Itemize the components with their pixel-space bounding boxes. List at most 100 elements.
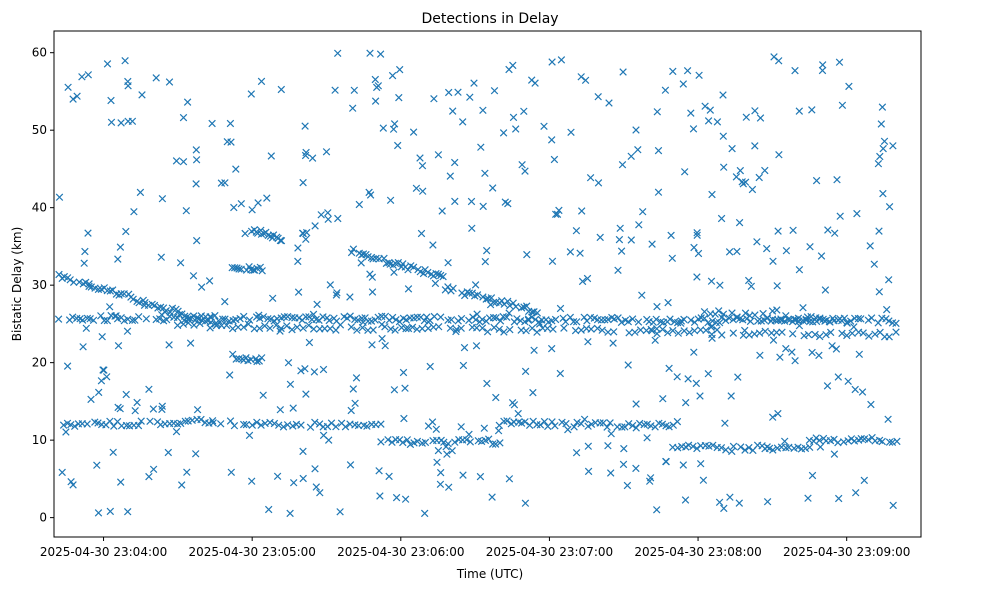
data-point-779 xyxy=(444,483,453,491)
data-point-344 xyxy=(413,437,422,446)
data-point-963 xyxy=(818,61,827,69)
data-point-938 xyxy=(509,113,518,122)
data-point-993 xyxy=(768,413,777,421)
data-point-841 xyxy=(122,227,130,236)
data-point-42 xyxy=(186,314,194,323)
data-point-883 xyxy=(708,190,716,199)
data-point-1019 xyxy=(182,206,191,215)
data-point-265 xyxy=(59,421,68,429)
data-point-625 xyxy=(490,323,498,332)
data-point-863 xyxy=(395,93,403,102)
data-point-478 xyxy=(228,350,237,359)
data-point-943 xyxy=(488,184,497,192)
data-point-192 xyxy=(614,314,622,322)
data-point-784 xyxy=(477,143,485,151)
data-point-830 xyxy=(112,312,120,320)
data-point-936 xyxy=(870,260,879,268)
data-point-950 xyxy=(392,493,401,502)
data-point-385 xyxy=(584,422,592,430)
data-point-1230 xyxy=(802,315,810,324)
data-point-970 xyxy=(734,373,742,381)
data-point-672 xyxy=(788,330,797,338)
data-point-754 xyxy=(851,488,860,497)
data-point-1228 xyxy=(374,82,383,90)
data-point-860 xyxy=(179,113,188,122)
data-point-574 xyxy=(184,319,193,327)
data-point-1066 xyxy=(347,406,355,415)
data-point-1115 xyxy=(468,224,476,233)
data-point-1036 xyxy=(638,207,647,216)
data-point-135 xyxy=(388,313,397,322)
data-point-307 xyxy=(253,418,261,427)
data-point-785 xyxy=(454,88,462,96)
data-point-414 xyxy=(693,444,701,453)
data-point-1076 xyxy=(426,362,434,371)
data-point-1215 xyxy=(645,477,654,485)
data-point-676 xyxy=(815,332,824,341)
data-point-861 xyxy=(472,342,481,350)
data-point-1049 xyxy=(505,475,514,483)
data-point-1035 xyxy=(136,188,145,197)
data-point-1205 xyxy=(446,172,455,180)
data-point-1175 xyxy=(459,361,468,370)
data-point-596 xyxy=(309,325,318,333)
data-point-890 xyxy=(418,161,427,170)
data-point-780 xyxy=(109,448,117,457)
data-point-624 xyxy=(483,328,492,336)
data-point-647 xyxy=(636,326,645,334)
data-point-1179 xyxy=(84,71,93,79)
data-point-885 xyxy=(294,288,303,296)
data-point-664 xyxy=(739,331,748,340)
data-point-1069 xyxy=(510,401,519,409)
data-point-710 xyxy=(815,315,824,323)
data-point-30 xyxy=(150,301,159,310)
data-point-310 xyxy=(266,418,274,427)
data-point-757 xyxy=(756,114,765,122)
data-point-766 xyxy=(69,481,77,489)
data-point-176 xyxy=(551,315,560,324)
data-point-1012 xyxy=(179,157,188,166)
data-point-267 xyxy=(67,420,75,429)
data-point-1028 xyxy=(638,291,646,299)
data-point-844 xyxy=(79,343,87,351)
data-point-1027 xyxy=(388,71,397,80)
data-point-822 xyxy=(172,157,181,165)
data-point-628 xyxy=(506,325,514,334)
data-point-1117 xyxy=(289,404,297,412)
data-point-1153 xyxy=(97,377,106,385)
data-point-838 xyxy=(726,493,734,501)
data-point-1219 xyxy=(116,243,125,251)
data-point-1122 xyxy=(653,324,661,333)
data-point-834 xyxy=(878,103,887,111)
data-point-1140 xyxy=(584,467,593,476)
data-point-1195 xyxy=(386,196,395,205)
data-point-814 xyxy=(309,310,318,319)
x-tick-label-4: 2025-04-30 23:08:00 xyxy=(634,545,761,559)
data-point-989 xyxy=(720,504,728,513)
data-point-764 xyxy=(457,423,465,431)
data-point-622 xyxy=(472,324,481,332)
data-point-6 xyxy=(75,278,84,286)
data-point-401 xyxy=(647,422,655,430)
data-point-362 xyxy=(491,440,500,448)
data-point-981 xyxy=(257,77,266,86)
data-point-1091 xyxy=(193,405,202,414)
data-point-791 xyxy=(884,415,892,424)
data-point-464 xyxy=(893,437,901,446)
data-point-257 xyxy=(864,316,873,324)
data-point-685 xyxy=(871,330,879,338)
data-point-849 xyxy=(683,66,692,75)
data-point-958 xyxy=(420,509,429,518)
data-point-1163 xyxy=(874,159,883,168)
data-point-163 xyxy=(502,313,511,322)
data-point-655 xyxy=(680,327,688,335)
data-point-926 xyxy=(192,236,201,245)
data-point-334 xyxy=(377,420,385,428)
data-point-311 xyxy=(270,419,279,428)
data-point-768 xyxy=(618,160,627,169)
data-point-467 xyxy=(233,264,241,272)
data-point-1189 xyxy=(763,443,771,451)
data-point-772 xyxy=(479,106,487,115)
data-point-850 xyxy=(106,507,115,516)
data-point-1225 xyxy=(850,323,858,331)
